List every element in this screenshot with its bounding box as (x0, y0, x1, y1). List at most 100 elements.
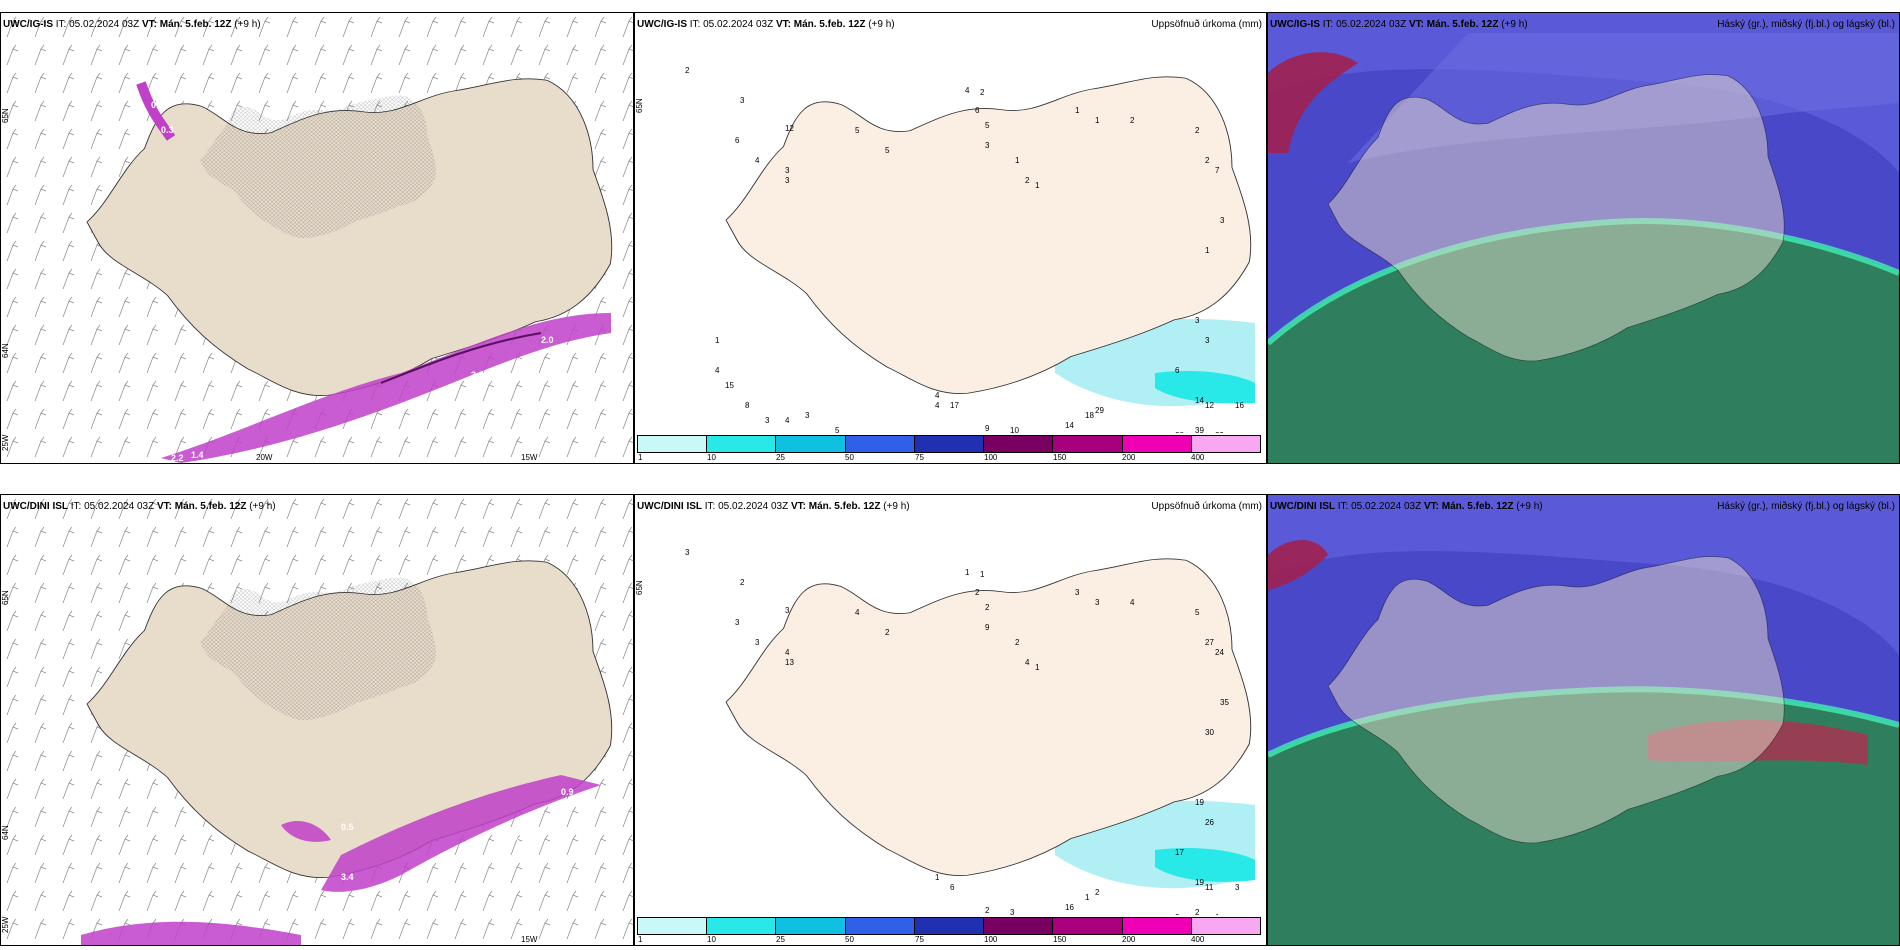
precip-value-label: 3 (985, 141, 990, 150)
wind-map: 6.0 2.3 3.4 0.5 0.9 (1, 495, 633, 945)
lon-label: 20W (256, 453, 273, 462)
precip-value-label: 3 (1010, 908, 1015, 915)
cb-label: 200 (1122, 453, 1136, 462)
svg-text:2.2: 2.2 (171, 453, 184, 463)
precip-value-label: 5 (985, 121, 990, 130)
cb-swatch (1122, 918, 1192, 934)
precip-map: 2361243355426531211122273133614121629392… (685, 66, 1255, 433)
svg-text:0.5: 0.5 (341, 822, 354, 832)
lat-label: 25W (1, 916, 10, 933)
colorbar: 1 10 25 50 75 100 150 200 400 (637, 435, 1261, 462)
cb-label: 50 (845, 453, 854, 462)
precip-value-label: 1 (1035, 663, 1040, 672)
precip-value-label: 3 (765, 416, 770, 425)
lat-label: 65N (635, 98, 644, 113)
precip-value-label: 1 (980, 570, 985, 579)
precip-value-label: 9 (985, 623, 990, 632)
cb-label: 150 (1053, 453, 1067, 462)
precip-value-label: 12 (1205, 401, 1214, 410)
lat-label: 64N (1, 343, 10, 358)
cb-label: 100 (984, 453, 998, 462)
cloud-panel-bottom: UWC/DINI ISL IT: 05.02.2024 03Z VT: Mán.… (1267, 494, 1900, 946)
precip-value-label: 4 (965, 86, 970, 95)
precip-value-label: 4 (1025, 658, 1030, 667)
precip-value-label: 2 (975, 588, 980, 597)
precip-panel-top: UWC/IG-IS IT: 05.02.2024 03Z VT: Mán. 5.… (634, 12, 1267, 464)
precip-panel-bottom: UWC/DINI ISL IT: 05.02.2024 03Z VT: Mán.… (634, 494, 1267, 946)
precip-value-label: 4 (715, 366, 720, 375)
precip-value-label: 10 (1010, 426, 1019, 433)
precip-value-label: 3 (1175, 913, 1180, 915)
lat-label: 65N (1, 108, 10, 123)
precip-value-label: 27 (1205, 638, 1214, 647)
cloud-map (1268, 495, 1899, 945)
precip-value-label: 12 (785, 124, 794, 133)
svg-text:3.2: 3.2 (401, 420, 414, 430)
lat-label: 65N (1, 590, 10, 605)
precip-value-label: 1 (1075, 106, 1080, 115)
precip-value-label: 1 (1215, 913, 1220, 915)
cloud-title: Háský (gr.), miðský (fj.bl.) og lágský (… (1717, 501, 1895, 512)
precip-value-label: 11 (1205, 883, 1214, 892)
lon-label: 15W (521, 935, 538, 944)
precip-value-label: 5 (1195, 608, 1200, 617)
precip-value-label: 4 (855, 608, 860, 617)
precip-value-label: 29 (1215, 431, 1224, 433)
cloud-panel-top: UWC/IG-IS IT: 05.02.2024 03Z VT: Mán. 5.… (1267, 12, 1900, 464)
cb-label: 25 (776, 453, 785, 462)
precip-value-label: 7 (1215, 166, 1220, 175)
precip-title: Uppsöfnuð úrkoma (mm) (1151, 501, 1262, 512)
precip-value-label: 1 (935, 873, 940, 882)
precip-value-label: 3 (1195, 316, 1200, 325)
precip-value-label: 14 (1065, 421, 1074, 430)
precip-value-label: 30 (1205, 728, 1214, 737)
precip-value-label: 26 (1205, 818, 1214, 827)
panel-title: UWC/IG-IS IT: 05.02.2024 03Z VT: Mán. 5.… (3, 19, 261, 30)
precip-value-label: 2 (885, 628, 890, 637)
cb-label: 75 (915, 935, 924, 944)
lon-label: 15W (521, 453, 538, 462)
colorbar-swatches (637, 917, 1261, 935)
cb-label: 1 (638, 935, 643, 944)
cb-swatch (1191, 436, 1260, 452)
cb-swatch (914, 436, 985, 452)
precip-value-label: 19 (1195, 878, 1204, 887)
precip-value-label: 3 (785, 166, 790, 175)
cb-swatch (914, 918, 985, 934)
precip-value-label: 2 (985, 603, 990, 612)
cb-swatch (1053, 436, 1123, 452)
precip-value-label: 3 (685, 548, 690, 557)
cb-swatch (707, 436, 777, 452)
precip-value-label: 3 (1205, 336, 1210, 345)
precip-value-label: 29 (1095, 406, 1104, 415)
precip-value-label: 16 (1065, 903, 1074, 912)
cb-label: 10 (707, 453, 716, 462)
cb-swatch (638, 436, 708, 452)
cb-swatch (845, 918, 915, 934)
lat-label: 64N (1, 825, 10, 840)
cb-swatch (776, 918, 846, 934)
precip-value-label: 4 (755, 156, 760, 165)
cb-label: 25 (776, 935, 785, 944)
precip-value-label: 15 (725, 381, 734, 390)
cb-swatch (1053, 918, 1123, 934)
precip-value-label: 3 (1095, 598, 1100, 607)
precip-value-label: 6 (1175, 366, 1180, 375)
precip-value-label: 8 (745, 401, 750, 410)
precip-value-label: 14 (1195, 396, 1204, 405)
wind-panel-bottom: UWC/DINI ISL IT: 05.02.2024 03Z VT: Mán.… (0, 494, 634, 946)
svg-text:3.4: 3.4 (341, 872, 354, 882)
svg-text:0.9: 0.9 (561, 787, 574, 797)
cb-label: 75 (915, 453, 924, 462)
precip-value-label: 13 (785, 658, 794, 667)
cb-swatch (776, 436, 846, 452)
precip-value-label: 2 (1130, 116, 1135, 125)
precip-value-label: 16 (1235, 401, 1244, 410)
colorbar-labels: 1 10 25 50 75 100 150 200 400 (637, 935, 1261, 945)
panel-title: UWC/IG-IS IT: 05.02.2024 03Z VT: Mán. 5.… (1270, 19, 1528, 30)
precip-value-label: 1 (965, 568, 970, 577)
precip-value-label: 39 (1195, 426, 1204, 433)
precip-value-label: 5 (855, 126, 860, 135)
precip-value-label: 17 (1175, 848, 1184, 857)
